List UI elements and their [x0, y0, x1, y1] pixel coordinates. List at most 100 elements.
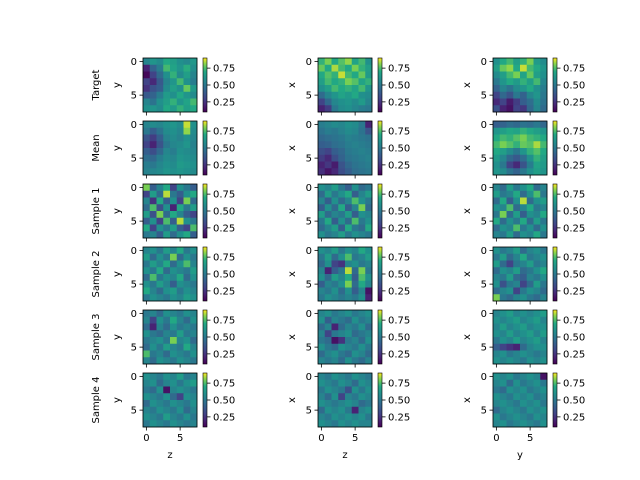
heatmap-cell: [365, 154, 373, 162]
heatmap-cell: [190, 337, 198, 345]
heatmap-cell: [520, 413, 528, 421]
heatmap-cell: [493, 280, 501, 288]
heatmap-cell: [533, 58, 541, 66]
heatmap-cell: [520, 231, 528, 239]
heatmap-cell: [149, 350, 157, 358]
heatmap-cell: [190, 85, 198, 93]
y-axis-label: x: [287, 145, 298, 151]
heatmap-cell: [190, 330, 198, 338]
heatmap-cell: [493, 337, 501, 345]
heatmap-cell: [520, 379, 528, 387]
heatmap-cell: [526, 98, 534, 106]
heatmap-cell: [324, 64, 332, 72]
y-tick-label: 5: [131, 91, 137, 102]
heatmap-cell: [143, 316, 151, 324]
heatmap-cell: [143, 260, 151, 268]
heatmap-cell: [338, 71, 346, 79]
heatmap-cell: [149, 224, 157, 232]
colorbar-tick-label: 0.25: [563, 97, 585, 108]
heatmap-cell: [149, 310, 157, 318]
heatmap-cell: [163, 211, 171, 219]
heatmap-cell: [493, 343, 501, 351]
heatmap-cell: [358, 294, 366, 302]
heatmap-cell: [156, 323, 164, 331]
heatmap-cell: [176, 343, 184, 351]
heatmap-cell: [526, 184, 534, 192]
heatmap-cell: [190, 400, 198, 408]
heatmap-cell: [345, 413, 353, 421]
heatmap-cell: [540, 161, 548, 169]
heatmap-cell: [345, 253, 353, 261]
heatmap-cell: [506, 161, 514, 169]
heatmap-cell: [324, 190, 332, 198]
y-axis-label: x: [462, 397, 473, 403]
heatmap-cell: [324, 154, 332, 162]
heatmap-cell: [190, 350, 198, 358]
heatmap-cell: [540, 420, 548, 428]
colorbar: [377, 246, 383, 302]
heatmap-cell: [513, 204, 521, 212]
x-tick-label: 0: [143, 433, 149, 444]
heatmap-cell: [190, 357, 198, 365]
heatmap-cell: [493, 400, 501, 408]
heatmap-cell: [526, 323, 534, 331]
heatmap-cell: [183, 58, 191, 66]
heatmap-cell: [506, 127, 514, 135]
heatmap-cell: [156, 64, 164, 72]
heatmap-cell: [170, 260, 178, 268]
heatmap-cell: [149, 161, 157, 169]
heatmap-cell: [358, 420, 366, 428]
heatmap-cell: [183, 204, 191, 212]
heatmap-cell: [318, 337, 326, 345]
heatmap-cell: [345, 127, 353, 135]
heatmap-cell: [156, 98, 164, 106]
heatmap-cell: [176, 71, 184, 79]
heatmap-cell: [533, 373, 541, 381]
heatmap-cell: [499, 274, 507, 282]
heatmap-cell: [338, 247, 346, 255]
heatmap-cell: [318, 91, 326, 99]
heatmap-cell: [176, 393, 184, 401]
heatmap-cell: [526, 274, 534, 282]
heatmap-cell: [324, 98, 332, 106]
heatmap-cell: [176, 105, 184, 113]
heatmap-cell: [506, 287, 514, 295]
x-tick-label: 5: [177, 433, 183, 444]
heatmap-cell: [324, 71, 332, 79]
heatmap-cell: [533, 287, 541, 295]
heatmap-cell: [520, 197, 528, 205]
heatmap-cell: [533, 148, 541, 156]
heatmap-cell: [358, 204, 366, 212]
heatmap-cell: [493, 154, 501, 162]
heatmap-cell: [143, 420, 151, 428]
heatmap-cell: [156, 373, 164, 381]
heatmap-cell: [493, 141, 501, 149]
colorbar-tick-label: 0.25: [563, 160, 585, 171]
heatmap-cell: [170, 168, 178, 176]
heatmap-cell: [540, 316, 548, 324]
panel-r0-c0: 0 5 y 0.25 0.50 0.75: [112, 57, 235, 116]
heatmap-cell: [156, 134, 164, 142]
heatmap-cell: [170, 413, 178, 421]
heatmap-cell: [143, 231, 151, 239]
heatmap-cell: [506, 71, 514, 79]
heatmap-cell: [493, 190, 501, 198]
row-label: Sample 3: [91, 313, 102, 360]
heatmap-cell: [499, 64, 507, 72]
heatmap-cell: [358, 343, 366, 351]
heatmap-cell: [351, 64, 359, 72]
heatmap-cell: [156, 71, 164, 79]
heatmap-cell: [318, 64, 326, 72]
heatmap-cell: [533, 91, 541, 99]
heatmap-cell: [170, 420, 178, 428]
heatmap-cell: [156, 85, 164, 93]
heatmap-cell: [143, 379, 151, 387]
heatmap-cell: [324, 231, 332, 239]
heatmap-cell: [176, 323, 184, 331]
panel-r2-c1: 0 5 x 0.25 0.50 0.75: [287, 183, 410, 242]
heatmap-cell: [345, 58, 353, 66]
heatmap-cell: [163, 161, 171, 169]
heatmap-cell: [513, 78, 521, 86]
heatmap-frame: [492, 246, 548, 302]
heatmap-cell: [163, 413, 171, 421]
